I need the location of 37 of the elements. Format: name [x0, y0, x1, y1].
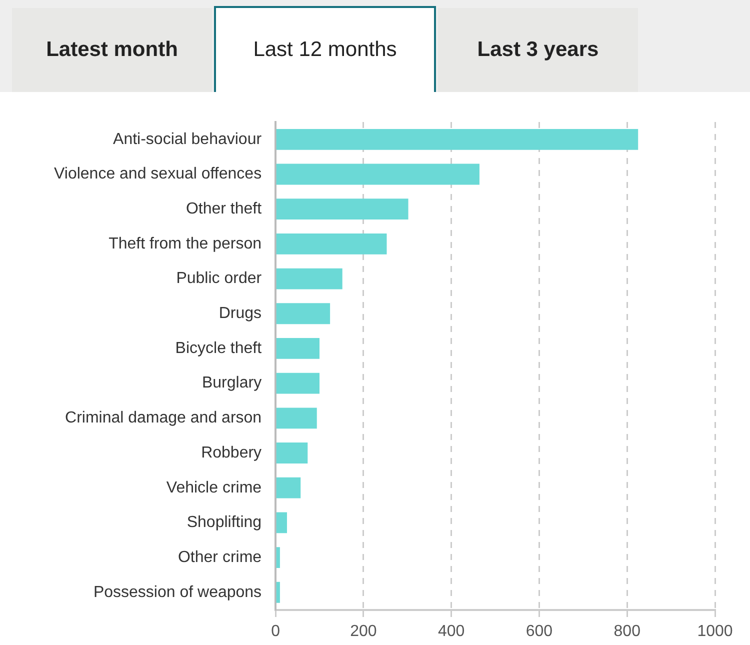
y-tick-label: Theft from the person	[108, 235, 262, 252]
x-tick-label: 0	[271, 622, 280, 640]
text: Latest month	[12, 8, 212, 92]
x-tick-label: 400	[438, 622, 465, 640]
bar	[276, 338, 320, 359]
y-tick-label: Shoplifting	[186, 514, 262, 532]
bar	[276, 372, 320, 394]
x-tick-label: 1000	[697, 622, 733, 640]
y-tick-label: Violence and sexual offences	[54, 166, 262, 183]
text: Last 12 months	[214, 6, 436, 92]
bar	[276, 408, 317, 429]
y-tick-label: Criminal damage and arson	[65, 410, 262, 427]
y-tick-label: Public order	[176, 270, 262, 288]
bar	[276, 128, 638, 150]
x-tick-label: 600	[526, 622, 553, 640]
bar	[276, 268, 342, 290]
y-tick-label: Drugs	[218, 305, 262, 322]
y-tick-label: Burglary	[202, 374, 262, 392]
y-tick-label: Anti-social behaviour	[113, 130, 262, 148]
bar	[276, 512, 287, 534]
bar	[276, 303, 330, 324]
x-tick-label: 200	[350, 622, 377, 640]
y-tick-label: Bicycle theft	[175, 340, 262, 357]
y-tick-label: Robbery	[201, 444, 262, 462]
bar	[276, 198, 408, 220]
x-tick-label: 800	[614, 622, 641, 640]
bar	[276, 442, 308, 464]
bar	[276, 477, 301, 498]
y-tick-label: Other theft	[186, 200, 262, 218]
y-tick-label: Possession of weapons	[93, 584, 262, 601]
bar	[276, 233, 387, 254]
bar	[276, 582, 280, 603]
bar	[276, 164, 480, 185]
text: Last 3 years	[438, 8, 638, 92]
y-tick-label: Other crime	[178, 548, 262, 566]
bar	[276, 547, 280, 568]
y-tick-label: Vehicle crime	[166, 479, 262, 496]
